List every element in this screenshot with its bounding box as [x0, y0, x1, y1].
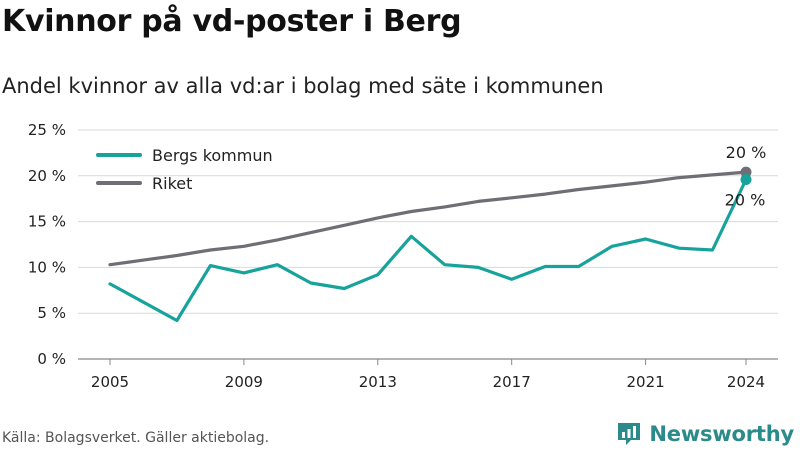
- end-point-berg: [740, 173, 752, 185]
- y-tick-label: 15 %: [28, 213, 66, 231]
- brand-logo: Newsworthy: [615, 420, 794, 448]
- x-tick-label: 2013: [359, 373, 397, 391]
- y-tick-label: 0 %: [37, 350, 66, 368]
- chart-subtitle: Andel kvinnor av alla vd:ar i bolag med …: [2, 74, 604, 98]
- series-line-berg: [108, 177, 748, 323]
- y-tick-label: 10 %: [28, 258, 66, 276]
- end-label-berg: 20 %: [725, 190, 766, 209]
- newsworthy-logo-icon: [618, 423, 641, 445]
- x-tick-label: 2017: [493, 373, 531, 391]
- x-tick-label: 2024: [727, 373, 765, 391]
- x-tick-label: 2005: [91, 373, 129, 391]
- legend-label-riket: Riket: [152, 174, 192, 193]
- chart-title: Kvinnor på vd-poster i Berg: [2, 4, 462, 39]
- legend-label-berg: Bergs kommun: [152, 146, 273, 165]
- end-label-riket: 20 %: [726, 143, 767, 162]
- brand-name: Newsworthy: [649, 422, 794, 446]
- x-tick-label: 2009: [225, 373, 263, 391]
- x-tick-label: 2021: [626, 373, 664, 391]
- y-tick-label: 20 %: [28, 167, 66, 185]
- series-line-riket: [108, 170, 748, 267]
- y-tick-label: 5 %: [37, 304, 66, 322]
- source-note: Källa: Bolagsverket. Gäller aktiebolag.: [2, 430, 270, 446]
- y-tick-label: 25 %: [28, 121, 66, 139]
- line-chart: 0 % 5 % 10 % 15 % 20 % 25 % 2005 2009 2013 2017 20…: [28, 121, 778, 391]
